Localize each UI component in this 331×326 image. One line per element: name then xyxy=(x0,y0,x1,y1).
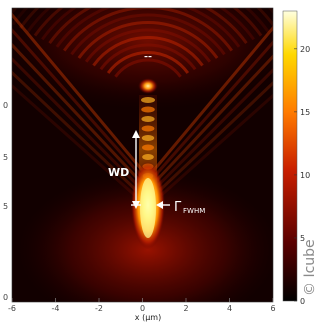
fringe-arc xyxy=(106,51,190,74)
x-tick-label: -4 xyxy=(52,304,60,313)
fringe-arc xyxy=(55,8,241,48)
fringe-arcs xyxy=(12,8,273,78)
colorbar-tick-label: 0 xyxy=(300,297,305,306)
fringe-arc xyxy=(92,36,204,67)
fringe-bead xyxy=(142,144,154,151)
x-tick-label: -2 xyxy=(95,304,103,313)
x-tick-label: 4 xyxy=(227,304,232,313)
fringe-arc xyxy=(70,13,226,56)
diagonal-beam xyxy=(12,70,138,192)
x-tick-label: 6 xyxy=(270,304,275,313)
y-tick-label: 0 xyxy=(3,293,8,302)
y-tick-label: 0 xyxy=(3,101,8,110)
x-tick-label: 2 xyxy=(183,304,188,313)
diagonal-beam xyxy=(152,25,273,171)
diagonal-beam xyxy=(12,12,144,171)
wd-label: WD xyxy=(108,166,129,179)
fringe-bead xyxy=(141,106,155,113)
colorbar-ticks: 0 5 10 15 20 xyxy=(294,45,310,306)
diagonal-beam xyxy=(12,27,142,176)
fwhm-arrow-head xyxy=(156,201,163,209)
gamma-subscript: FWHM xyxy=(183,207,205,215)
diagonal-beam xyxy=(160,93,273,197)
x-tick-label: 0 xyxy=(140,304,145,313)
colorbar-tick-label: 15 xyxy=(300,108,310,117)
x-axis: -6 -4 -2 0 2 4 6 xyxy=(8,298,276,313)
fringe-arc xyxy=(84,28,212,63)
colorbar-tick-label: 10 xyxy=(300,171,310,180)
fringe-arc xyxy=(77,21,219,59)
fwhm-annotation: Γ FWHM xyxy=(156,200,205,215)
gamma-symbol: Γ xyxy=(174,200,182,215)
wd-arrow-head-top xyxy=(132,130,140,138)
fringe-arc xyxy=(114,58,182,78)
fringe-arc xyxy=(33,8,263,37)
diagonal-beam xyxy=(157,67,273,187)
fringe-arc xyxy=(62,8,234,52)
heatmap-image xyxy=(12,8,273,302)
fringe-bead xyxy=(141,116,155,122)
diagonal-beam xyxy=(12,56,139,187)
x-axis-label: x (µm) xyxy=(135,313,161,322)
y-tick-label: 5 xyxy=(3,153,8,162)
top-mark xyxy=(148,56,152,58)
colorbar-tick-label: 5 xyxy=(300,234,305,243)
fringe-bead xyxy=(141,125,155,132)
fringe-bead xyxy=(142,154,154,160)
top-mark xyxy=(144,56,148,58)
y-tick-labels: 0 5 5 0 xyxy=(3,101,8,302)
fringe-bead xyxy=(141,135,155,141)
wd-annotation: WD xyxy=(108,130,141,209)
copyright-watermark: © Icube xyxy=(302,239,318,296)
main-focus-core xyxy=(140,178,156,238)
x-tick-label: -6 xyxy=(8,304,16,313)
diagonal-beam xyxy=(154,40,273,176)
fringe-bead xyxy=(141,97,155,103)
fringe-arc xyxy=(41,8,255,41)
diagonal-beam xyxy=(158,81,273,192)
y-tick-label: 5 xyxy=(3,202,8,211)
diagonal-beam xyxy=(12,42,141,182)
secondary-focus xyxy=(138,78,158,94)
fringe-arc xyxy=(48,8,248,44)
fringe-arc xyxy=(99,43,197,71)
diagonal-beams xyxy=(12,12,273,197)
colorbar-tick-label: 20 xyxy=(300,45,310,54)
diagonal-beam xyxy=(155,54,273,182)
colorbar xyxy=(282,10,298,302)
diagonal-beam xyxy=(12,83,136,197)
